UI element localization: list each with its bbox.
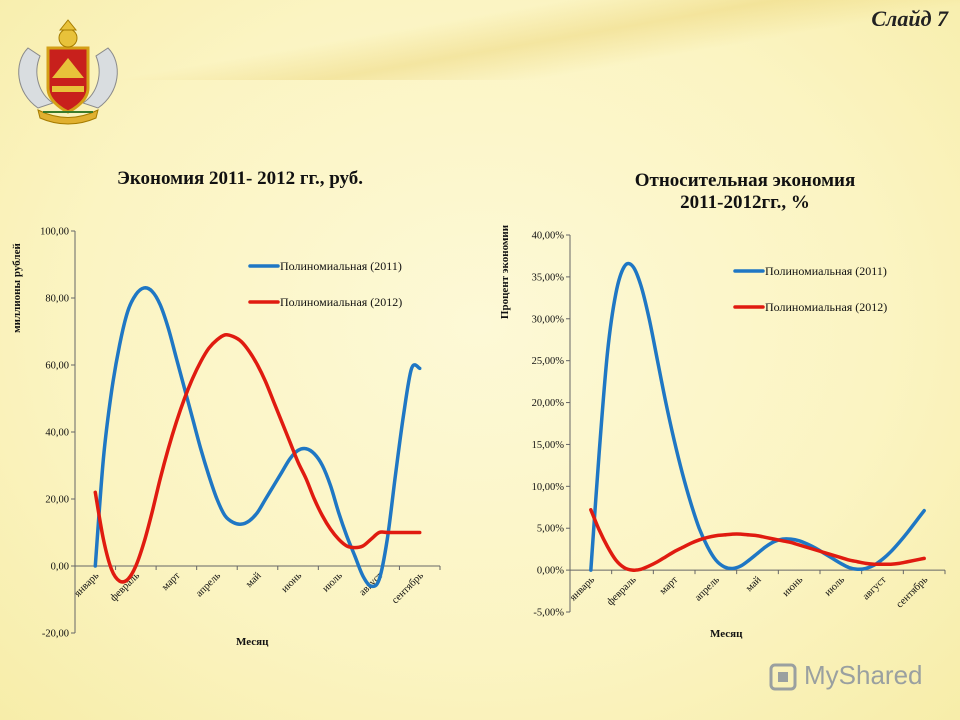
chart2-title: Относительная экономия 2011-2012гг., % <box>590 170 900 214</box>
watermark-icon <box>769 663 797 691</box>
chart1-series-1-line <box>93 286 422 589</box>
chart2-series-2-line <box>589 508 926 572</box>
chart2-legend-label-2: Полиномиальная (2012) <box>765 300 887 314</box>
chart1-y-tick-label: 100,00 <box>40 227 69 238</box>
chart1-y-tick-label: 60,00 <box>45 361 69 372</box>
chart1-y-tick-label: -20,00 <box>42 629 69 640</box>
chart1-legend-label-2: Полиномиальная (2012) <box>280 295 402 309</box>
chart2-x-tick-label: май <box>744 574 764 594</box>
chart2-x-tick-label: сентябрь <box>894 574 930 610</box>
chart2-x-tick-label: август <box>861 574 889 602</box>
chart2-title-line1: Относительная экономия <box>634 170 856 191</box>
chart2-x-tick-label: март <box>658 574 681 597</box>
chart2-y-tick-label: 0,00% <box>537 566 564 577</box>
chart2-y-tick-label: 20,00% <box>532 398 565 409</box>
watermark-text: MyShared <box>804 660 923 690</box>
chart1-y-tick-label: 40,00 <box>45 428 69 439</box>
slide-number-label: Слайд 7 <box>871 6 948 31</box>
chart2-y-tick-label: -5,00% <box>533 608 564 619</box>
chart2-y-tick-label: 5,00% <box>537 524 564 535</box>
chart2-x-tick-label: январь <box>568 574 597 603</box>
chart1-x-axis-label: Месяц <box>236 636 269 648</box>
chart2-title-line2: 2011-2012гг., % <box>680 192 810 213</box>
chart2-y-tick-label: 15,00% <box>532 440 565 451</box>
chart2-series-1-line <box>589 261 926 572</box>
chart1-legend-label-1: Полиномиальная (2011) <box>280 259 402 273</box>
chart2-y-tick-label: 35,00% <box>532 272 565 283</box>
chart2-x-tick-label: февраль <box>605 574 639 608</box>
chart2-legend-label-1: Полиномиальная (2011) <box>765 264 887 278</box>
chart2-y-tick-label: 25,00% <box>532 356 565 367</box>
watermark-logo: MyShared <box>768 658 928 694</box>
chart1-title: Экономия 2011- 2012 гг., руб. <box>116 168 364 189</box>
chart1-y-tick-label: 80,00 <box>45 294 69 305</box>
chart2-x-axis-label: Месяц <box>710 628 743 640</box>
chart1-y-tick-label: 20,00 <box>45 495 69 506</box>
chart2-y-tick-label: 10,00% <box>532 482 565 493</box>
chart2-x-tick-label: июль <box>823 574 847 598</box>
chart2-y-tick-label: 30,00% <box>532 314 565 325</box>
chart1-y-tick-label: 0,00 <box>51 562 69 573</box>
decorative-band <box>0 0 960 80</box>
chart1-series-2-line <box>93 332 422 584</box>
chart2-y-tick-label: 40,00% <box>532 231 565 242</box>
coat-of-arms-emblem <box>18 19 118 125</box>
chart2-x-tick-label: апрель <box>693 574 722 603</box>
chart2-x-tick-label: июнь <box>781 574 806 599</box>
